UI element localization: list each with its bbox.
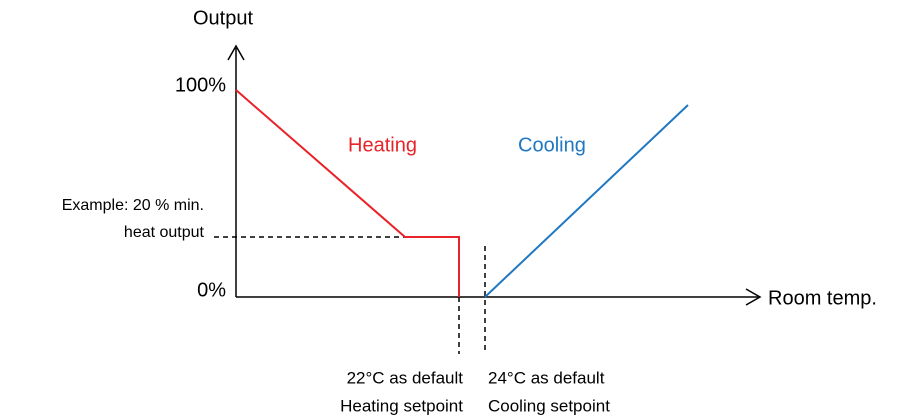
heating-label: Heating <box>348 134 417 156</box>
y-axis-label: Output <box>193 7 253 29</box>
y-arrow <box>227 44 245 61</box>
x-arrow <box>745 288 762 306</box>
heating-default: 22°C as default <box>347 368 464 387</box>
cooling-default: 24°C as default <box>488 368 605 387</box>
cooling-setpoint: Cooling setpoint <box>488 396 610 415</box>
heating-setpoint: Heating setpoint <box>340 396 463 415</box>
x-axis-label: Room temp. <box>768 287 877 309</box>
cooling-curve <box>484 104 689 298</box>
y-bottom-label: 0% <box>197 279 226 301</box>
example-line2: heat output <box>124 224 205 241</box>
example-line1: Example: 20 % min. <box>62 197 204 214</box>
cooling-label: Cooling <box>518 134 586 156</box>
y-top-label: 100% <box>175 74 226 96</box>
heating-curve <box>235 89 460 297</box>
